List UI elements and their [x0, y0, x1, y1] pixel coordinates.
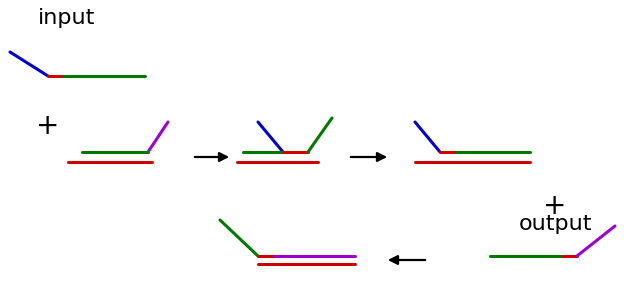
Text: +: +: [36, 112, 60, 140]
Text: input: input: [38, 8, 95, 28]
Text: output: output: [518, 214, 592, 234]
Text: +: +: [543, 192, 566, 220]
